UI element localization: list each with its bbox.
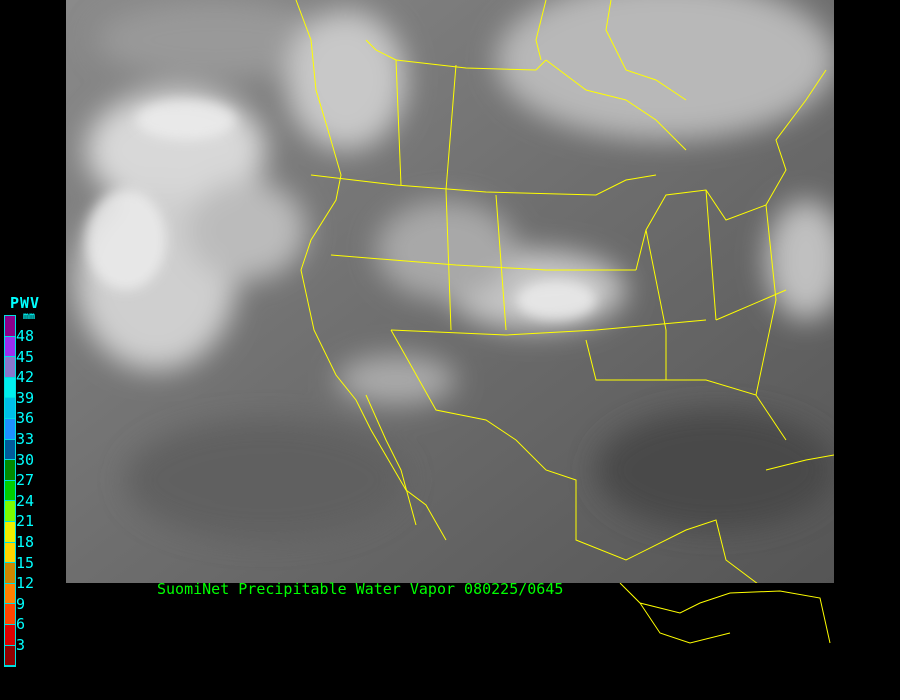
- legend-tick-label: 15: [16, 553, 35, 572]
- legend-color-segment: [5, 439, 15, 461]
- legend-color-segment: [5, 583, 15, 605]
- map-svg: [66, 0, 846, 591]
- legend-tick-label: 9: [16, 594, 26, 613]
- legend-color-segment: [5, 501, 15, 522]
- legend-color-segment: [5, 357, 15, 378]
- map-caption: SuomiNet Precipitable Water Vapor 080225…: [157, 580, 564, 598]
- legend-color-segment: [5, 398, 15, 419]
- legend-tick-label: 33: [16, 430, 35, 448]
- legend-tick-label: 12: [16, 574, 35, 593]
- legend-color-segment: [5, 480, 15, 502]
- legend-color-segment: [5, 460, 15, 481]
- legend-color-segment: [5, 418, 15, 440]
- legend-tick-label: 24: [16, 491, 35, 510]
- legend-tick-label: 6: [16, 615, 26, 634]
- legend-color-segment: [5, 521, 15, 543]
- legend-color-segment: [5, 542, 15, 564]
- legend-unit: mm: [23, 311, 36, 322]
- legend-tick-label: 21: [16, 512, 35, 531]
- legend-color-segment: [5, 377, 15, 399]
- legend-tick-label: 3: [16, 636, 26, 654]
- legend-color-segment: [5, 563, 15, 584]
- coastlines-and-borders: [295, 0, 835, 591]
- legend-tick-label: 36: [16, 409, 35, 428]
- legend-color-segment: [5, 645, 15, 667]
- legend-color-segment: [5, 624, 15, 646]
- legend-tick-label: 45: [16, 347, 35, 366]
- legend-tick-label: 39: [16, 388, 35, 407]
- color-scale-bar: [4, 315, 16, 668]
- legend-title: PWV: [10, 294, 41, 312]
- legend-color-segment: [5, 336, 15, 358]
- bright-clouds: [86, 100, 596, 320]
- legend-color-segment: [5, 316, 15, 337]
- legend-tick-label: 42: [16, 368, 35, 387]
- legend-tick-label: 27: [16, 471, 35, 490]
- legend-tick-label: 18: [16, 533, 35, 551]
- map-overflow-coastline: [619, 583, 831, 644]
- legend-tick-label: 48: [16, 327, 35, 345]
- satellite-map: [66, 0, 846, 591]
- legend-tick-label: 30: [16, 450, 35, 469]
- legend-color-segment: [5, 604, 15, 625]
